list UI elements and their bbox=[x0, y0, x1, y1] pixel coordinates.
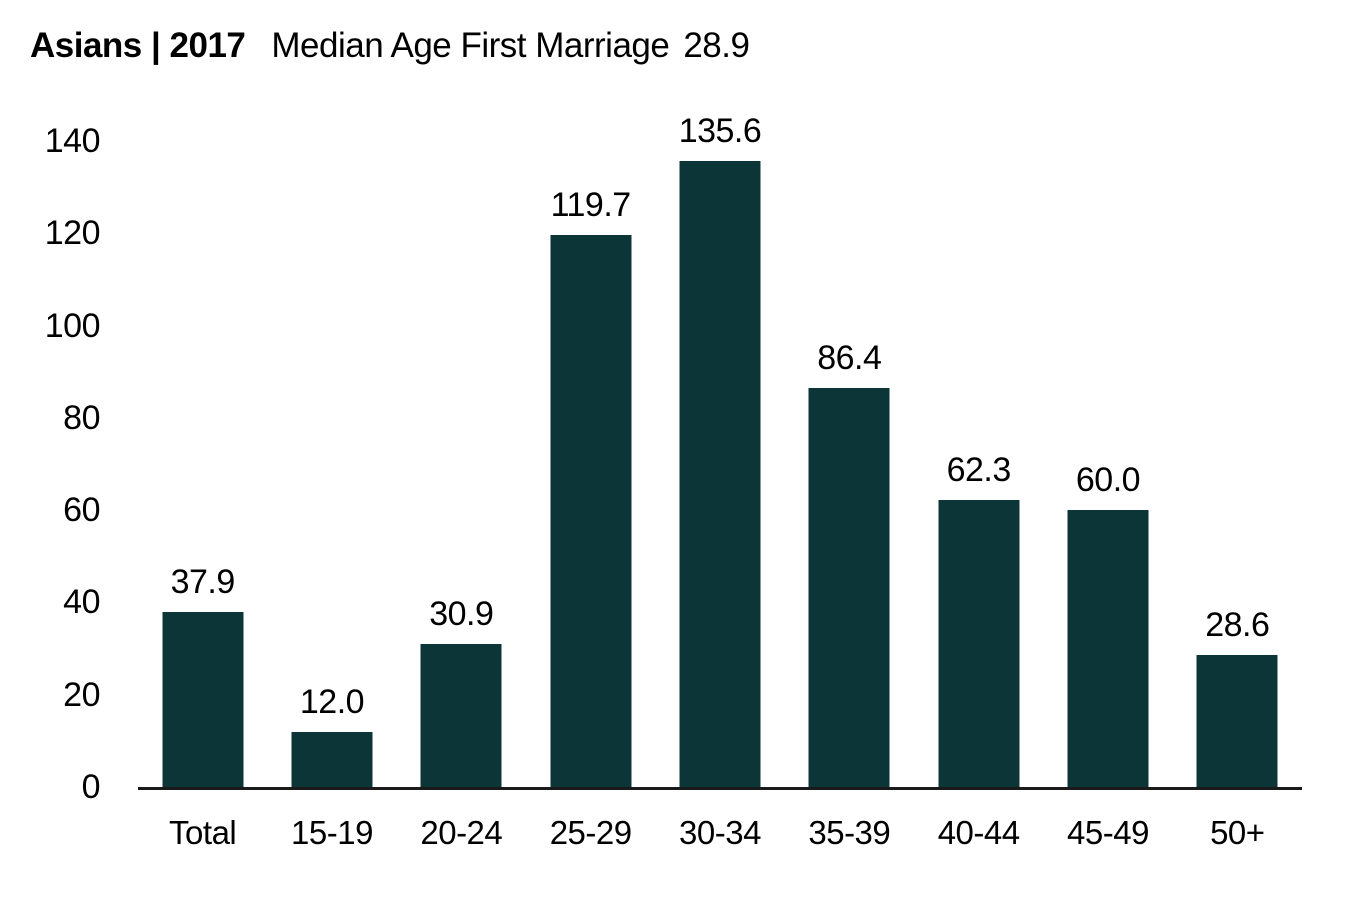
bar-value-label: 135.6 bbox=[678, 112, 762, 151]
bar-35-39 bbox=[808, 388, 890, 787]
x-axis-category-label: 25-29 bbox=[549, 814, 632, 851]
bar-value-label: 28.6 bbox=[1205, 606, 1270, 645]
bar-value-label: 37.9 bbox=[170, 563, 236, 602]
bar-15-19 bbox=[291, 731, 373, 787]
bar-50- bbox=[1196, 655, 1278, 787]
x-axis-category-label: 20-24 bbox=[420, 814, 503, 851]
chart-title-median-value: 28.9 bbox=[683, 26, 750, 65]
bar-slot: 12.0 15-19 bbox=[267, 141, 396, 851]
chart-title-description: Median Age First Marriage bbox=[271, 26, 670, 65]
bar-value-label: 119.7 bbox=[550, 185, 632, 224]
plot-area: 37.9 Total 12.0 15-19 30.9 20-24 119.7 25-29 135… bbox=[138, 112, 1302, 851]
x-axis-category-label: 30-34 bbox=[679, 814, 761, 851]
bar-20-24 bbox=[420, 644, 502, 787]
bar-45-49 bbox=[1067, 510, 1149, 787]
y-axis-tick-label: 0 bbox=[81, 768, 101, 806]
y-axis-tick-label: 40 bbox=[63, 583, 100, 622]
y-axis: 0 20 40 60 80 100 120 140 bbox=[18, 122, 101, 806]
bar-slot: 30.9 20-24 bbox=[397, 141, 526, 851]
x-axis-category-label: 45-49 bbox=[1067, 814, 1149, 851]
bar-slot: 135.6 30-34 bbox=[655, 112, 784, 851]
x-axis-category-label: 40-44 bbox=[937, 814, 1020, 851]
bar-slot: 28.6 50+ bbox=[1173, 141, 1302, 851]
x-axis-category-label: 50+ bbox=[1210, 814, 1265, 851]
bar-value-label: 60.0 bbox=[1075, 461, 1141, 500]
bar-40-44 bbox=[938, 499, 1020, 787]
bar-value-label: 86.4 bbox=[817, 339, 882, 378]
bar-30-34 bbox=[679, 161, 761, 787]
y-axis-tick-label: 20 bbox=[63, 675, 100, 714]
y-axis-tick-label: 120 bbox=[44, 214, 101, 253]
bar-value-label: 30.9 bbox=[429, 595, 494, 634]
x-axis-category-label: Total bbox=[169, 814, 237, 851]
y-axis-tick-label: 140 bbox=[44, 122, 101, 160]
x-axis-category-label: 35-39 bbox=[808, 814, 891, 851]
chart-title-group-year: Asians | 2017 bbox=[30, 26, 246, 65]
bar-slot: 86.4 35-39 bbox=[785, 141, 914, 851]
y-axis-tick-label: 80 bbox=[63, 398, 100, 437]
y-axis-tick-label: 60 bbox=[63, 491, 100, 530]
chart-title: Asians | 2017 Median Age First Marriage 28… bbox=[30, 26, 750, 66]
bar-total bbox=[162, 612, 244, 787]
y-axis-tick-label: 100 bbox=[44, 306, 101, 345]
x-axis-line bbox=[138, 787, 1302, 790]
bar-25-29 bbox=[550, 234, 632, 787]
bar-slot: 62.3 40-44 bbox=[914, 141, 1043, 851]
x-axis-category-label: 15-19 bbox=[291, 814, 373, 851]
bar-value-label: 62.3 bbox=[946, 450, 1012, 489]
bar-value-label: 12.0 bbox=[299, 682, 365, 721]
bar-slot: 119.7 25-29 bbox=[526, 141, 655, 851]
bar-slot: 60.0 45-49 bbox=[1043, 141, 1172, 851]
bar-slot: 37.9 Total bbox=[138, 141, 267, 851]
